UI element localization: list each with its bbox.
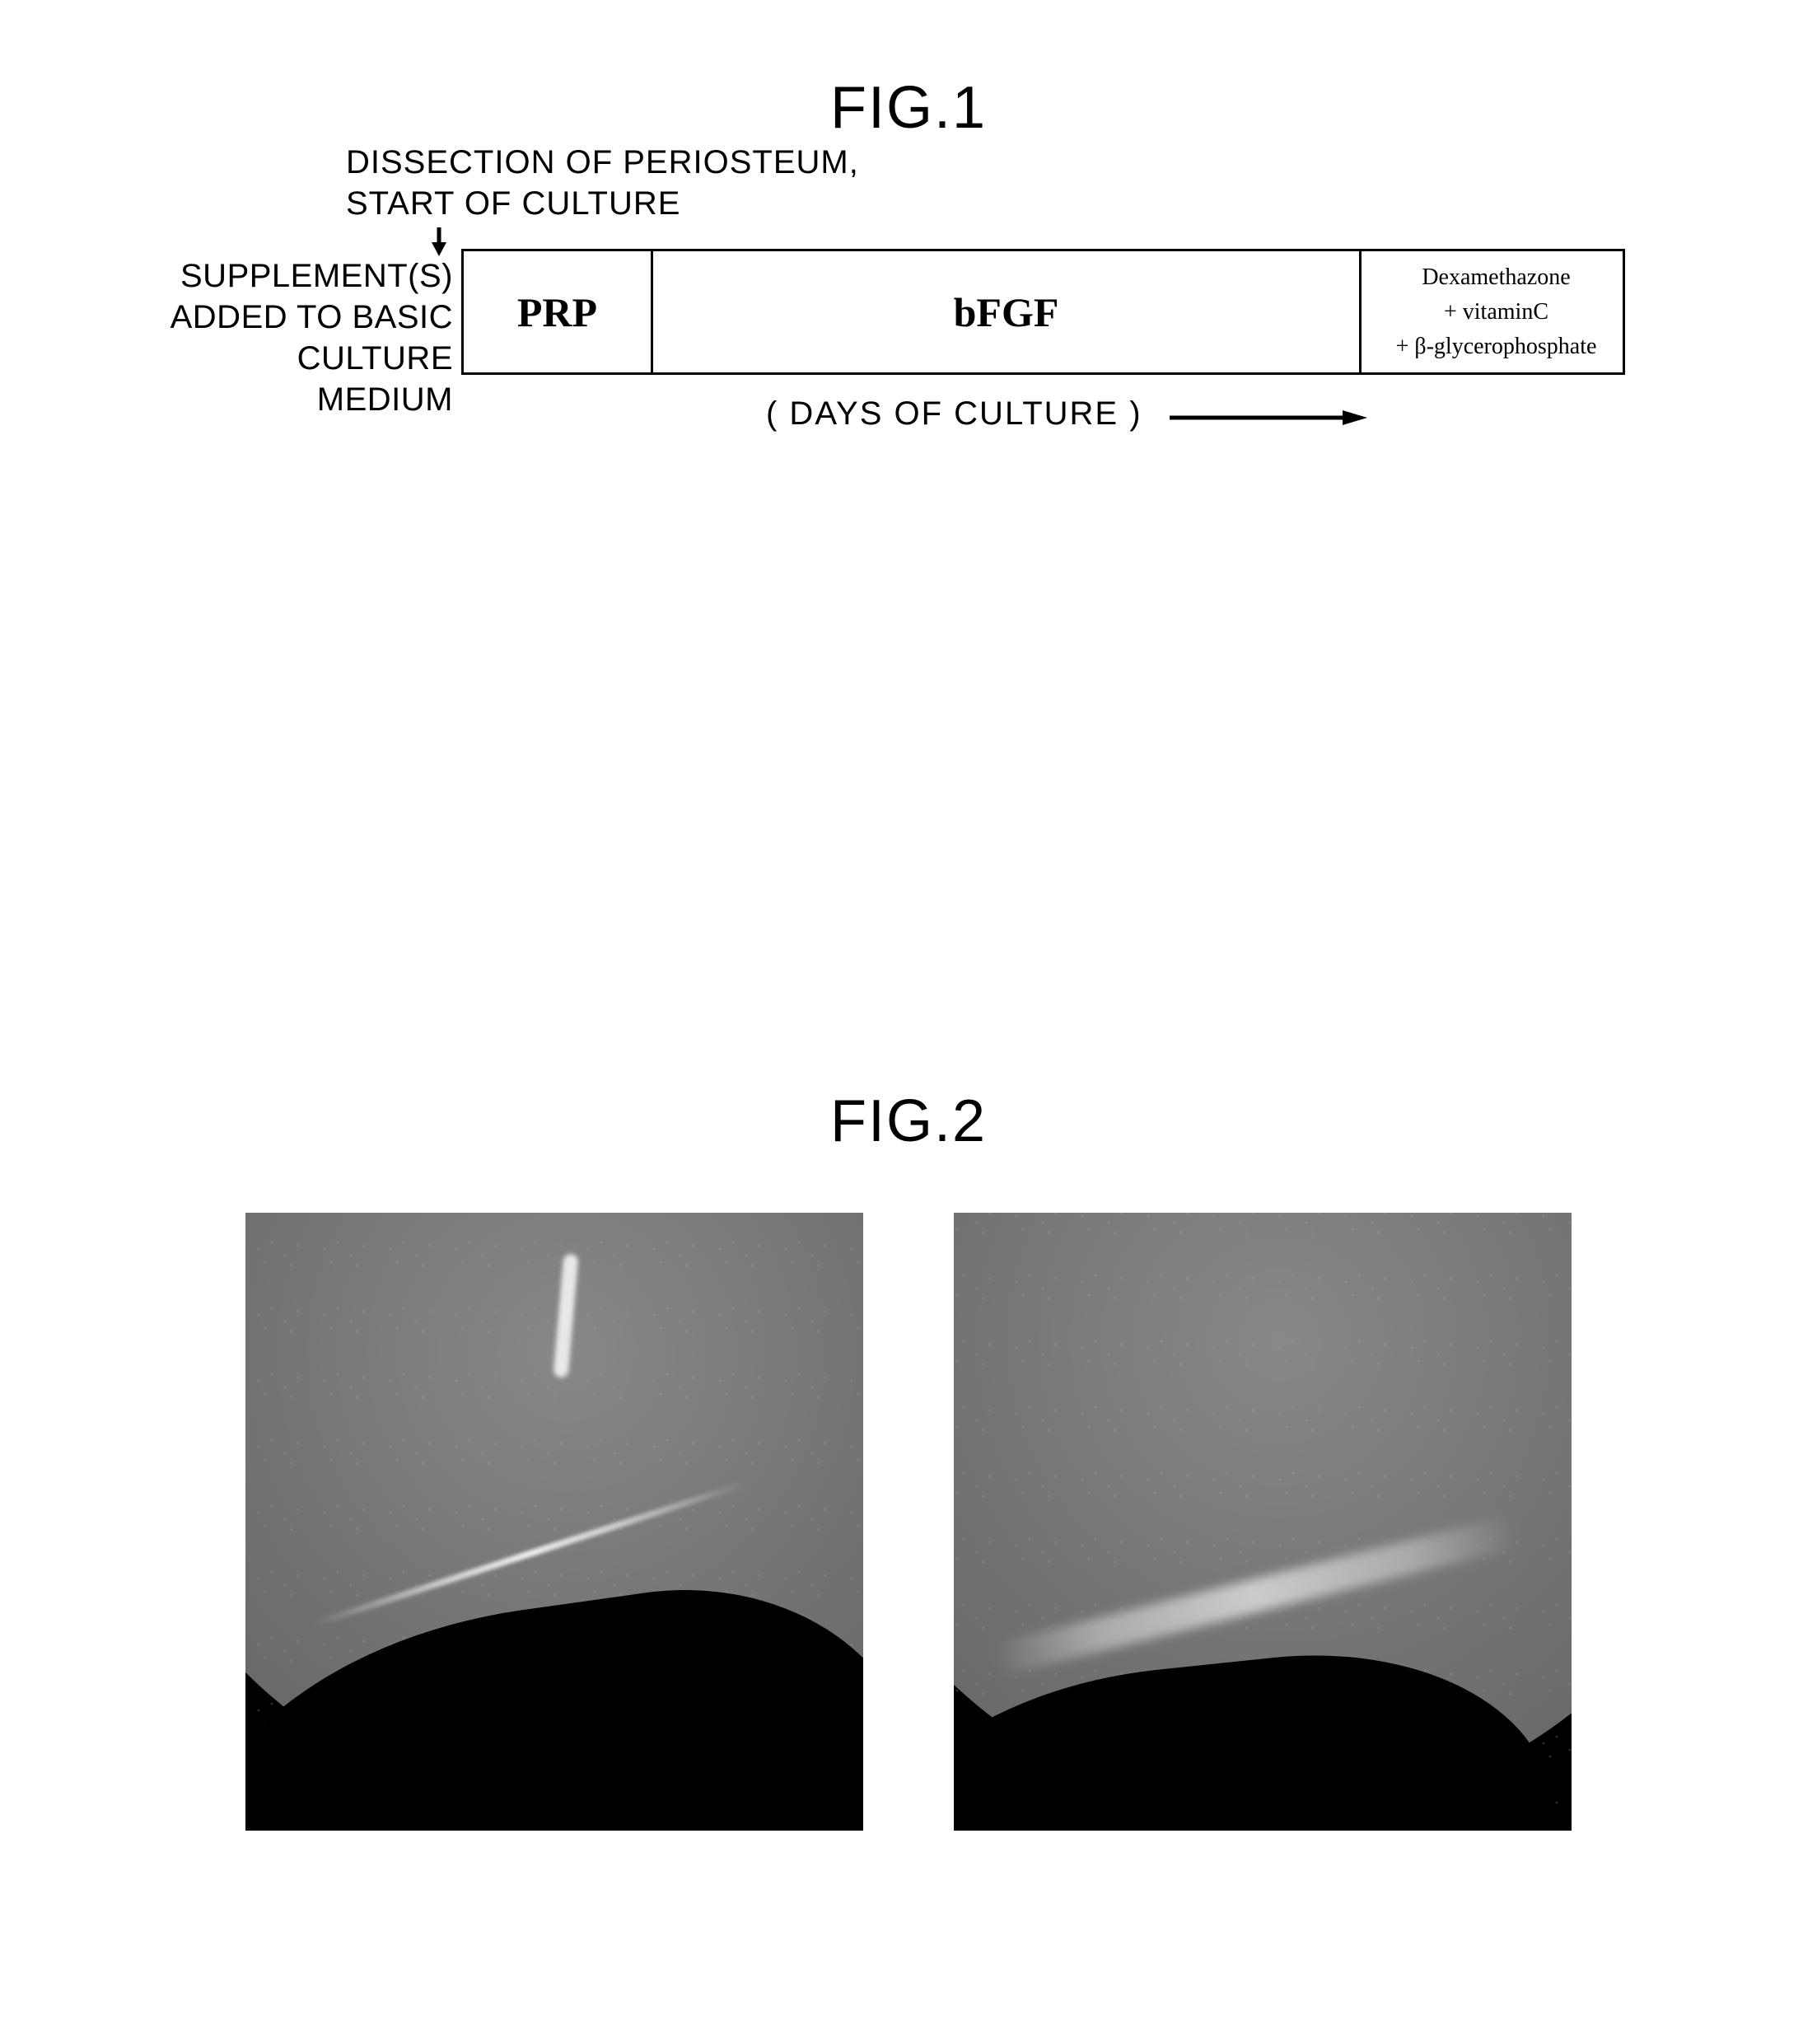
figure-1: FIG.1 DISSECTION OF PERIOSTEUM, START OF… — [0, 74, 1817, 249]
fig1-title: FIG.1 — [0, 74, 1817, 142]
supplements-line3: CULTURE MEDIUM — [165, 338, 453, 420]
fig2-title: FIG.2 — [0, 1087, 1817, 1155]
cell-prp: PRP — [463, 250, 652, 374]
supplements-line1: SUPPLEMENT(S) — [165, 255, 453, 297]
dex-line2: + vitaminC — [1370, 295, 1623, 330]
cell-dex: Dexamethazone + vitaminC + β-glycerophos… — [1361, 250, 1624, 374]
supplements-line2: ADDED TO BASIC — [165, 297, 453, 338]
cell-bfgf: bFGF — [652, 250, 1361, 374]
microscopy-image-right — [954, 1213, 1572, 1831]
dissection-line2: START OF CULTURE — [346, 183, 859, 224]
figure-2: FIG.2 — [0, 1087, 1817, 1831]
supplements-label: SUPPLEMENT(S) ADDED TO BASIC CULTURE MED… — [165, 255, 453, 420]
microscopy-image-left — [245, 1213, 863, 1831]
dissection-line1: DISSECTION OF PERIOSTEUM, — [346, 142, 859, 183]
days-of-culture-label: ( DAYS OF CULTURE ) — [766, 395, 1142, 433]
timeline-table: PRP bFGF Dexamethazone + vitaminC + β-gl… — [461, 249, 1625, 375]
fig2-images-row — [0, 1213, 1817, 1831]
dissection-label: DISSECTION OF PERIOSTEUM, START OF CULTU… — [346, 142, 859, 224]
dex-line3: + β-glycerophosphate — [1370, 330, 1623, 364]
arrow-right-icon — [1170, 409, 1367, 426]
table-row: PRP bFGF Dexamethazone + vitaminC + β-gl… — [463, 250, 1624, 374]
dex-line1: Dexamethazone — [1370, 260, 1623, 295]
arrow-down-icon — [430, 227, 448, 256]
